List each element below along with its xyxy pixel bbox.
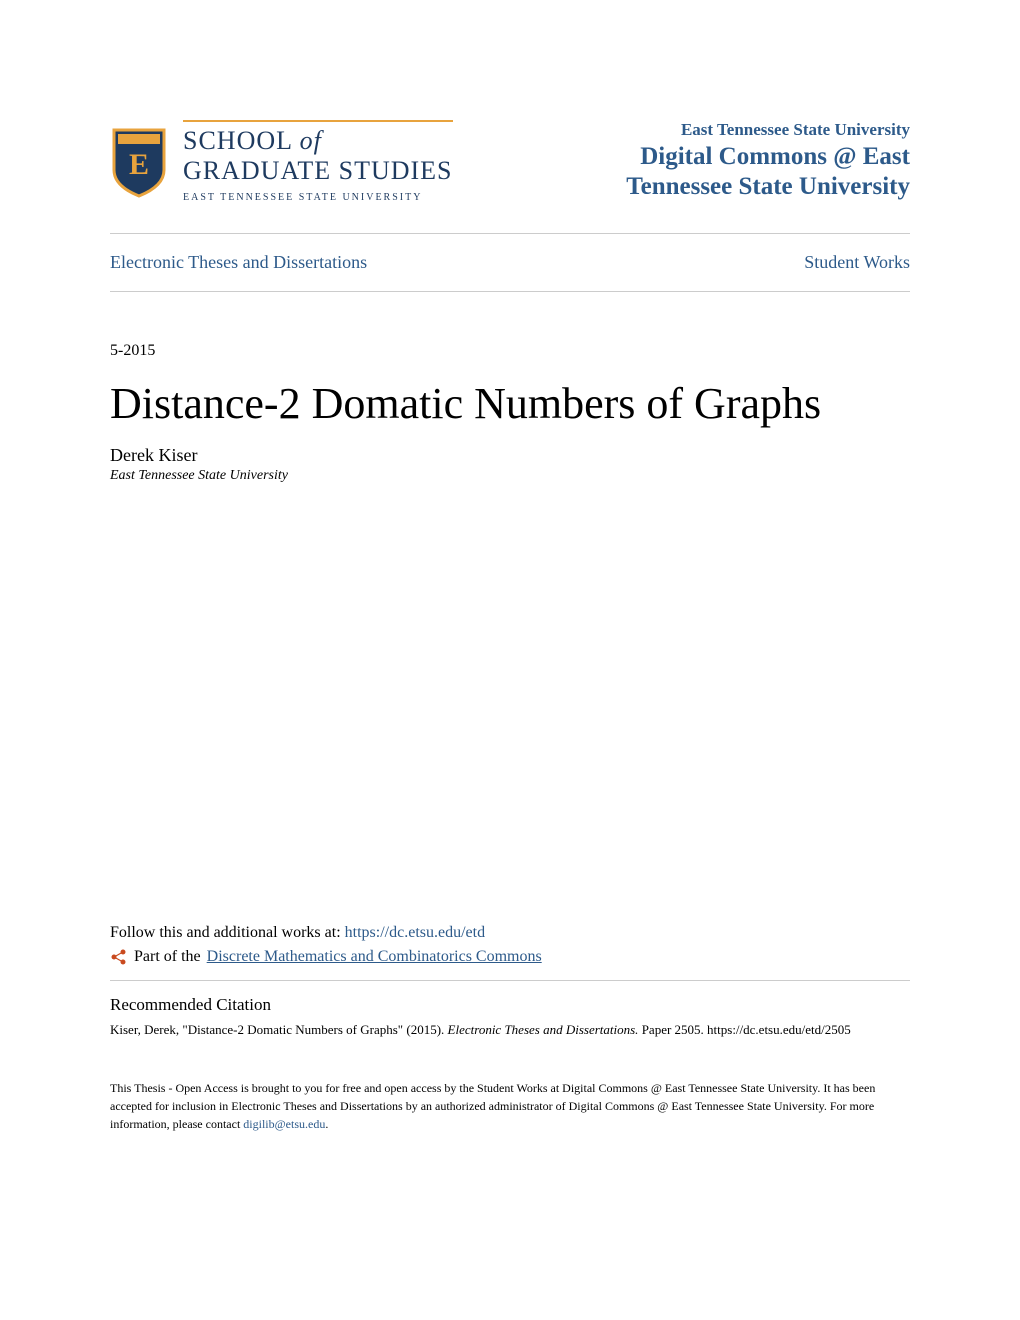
repo-name[interactable]: Digital Commons @ East Tennessee State U… xyxy=(626,142,910,202)
nav-left-link[interactable]: Electronic Theses and Dissertations xyxy=(110,252,367,273)
logo-school: SCHOOL xyxy=(183,126,292,155)
follow-line: Follow this and additional works at: htt… xyxy=(110,924,910,942)
logo-line3: EAST TENNESSEE STATE UNIVERSITY xyxy=(183,192,453,203)
footer-text: This Thesis - Open Access is brought to … xyxy=(110,1079,910,1133)
logo-line2: GRADUATE STUDIES xyxy=(183,156,453,186)
shield-logo: E xyxy=(110,126,168,198)
citation-heading: Recommended Citation xyxy=(110,995,910,1015)
nav-right-link[interactable]: Student Works xyxy=(804,252,910,273)
logo-line1: SCHOOL of xyxy=(183,126,453,156)
header-row: E SCHOOL of GRADUATE STUDIES EAST TENNES… xyxy=(110,120,910,203)
citation-text: Kiser, Derek, "Distance-2 Domatic Number… xyxy=(110,1021,910,1039)
repo-link-1[interactable]: Digital Commons @ East xyxy=(640,143,910,170)
part-of-link[interactable]: Discrete Mathematics and Combinatorics C… xyxy=(207,948,542,966)
part-of-prefix: Part of the xyxy=(134,948,201,966)
follow-prefix: Follow this and additional works at: xyxy=(110,924,345,941)
divider-nav xyxy=(110,291,910,292)
network-icon xyxy=(110,948,128,966)
part-of-line: Part of the Discrete Mathematics and Com… xyxy=(110,948,910,966)
citation-pre: Kiser, Derek, "Distance-2 Domatic Number… xyxy=(110,1022,448,1037)
page-title: Distance-2 Domatic Numbers of Graphs xyxy=(110,378,910,429)
institution-name[interactable]: East Tennessee State University xyxy=(626,120,910,140)
footer-pre: This Thesis - Open Access is brought to … xyxy=(110,1081,875,1131)
logo-accent-line xyxy=(183,120,453,122)
repo-link-2[interactable]: Tennessee State University xyxy=(626,173,910,200)
author-affiliation: East Tennessee State University xyxy=(110,468,910,484)
citation-post: Paper 2505. https://dc.etsu.edu/etd/2505 xyxy=(638,1022,850,1037)
nav-row: Electronic Theses and Dissertations Stud… xyxy=(110,242,910,283)
divider-citation xyxy=(110,980,910,981)
shield-icon: E xyxy=(110,126,168,198)
follow-url-link[interactable]: https://dc.etsu.edu/etd xyxy=(345,924,485,941)
author-name: Derek Kiser xyxy=(110,445,910,466)
institution-link[interactable]: East Tennessee State University xyxy=(681,120,910,139)
institution-block: East Tennessee State University Digital … xyxy=(626,120,910,202)
logo-text: SCHOOL of GRADUATE STUDIES EAST TENNESSE… xyxy=(183,120,453,203)
footer-email-link[interactable]: digilib@etsu.edu xyxy=(243,1117,325,1131)
svg-text:E: E xyxy=(129,148,149,181)
citation-italic: Electronic Theses and Dissertations. xyxy=(448,1022,639,1037)
logo-of: of xyxy=(300,126,322,155)
content-spacer xyxy=(110,484,910,924)
logo-block: E SCHOOL of GRADUATE STUDIES EAST TENNES… xyxy=(110,120,453,203)
date-label: 5-2015 xyxy=(110,342,910,360)
divider-top xyxy=(110,233,910,234)
footer-post: . xyxy=(325,1117,328,1131)
